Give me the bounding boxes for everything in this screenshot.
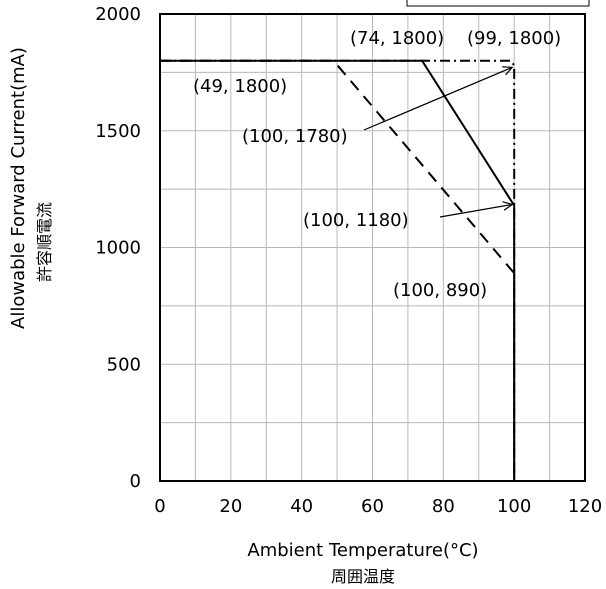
y-tick-label: 1500	[95, 121, 141, 142]
tick-labels: 0 20 40 60 80 100 120 0 500 1000 1500 2000	[95, 4, 602, 517]
annotation-label: (100, 1180)	[303, 210, 409, 231]
arrow-head	[502, 201, 514, 211]
y-axis-label-sub: 許容順電流	[35, 202, 54, 282]
x-axis-label-sub: 周囲温度	[331, 567, 395, 586]
annotation-label: (100, 1780)	[242, 126, 348, 147]
x-tick-label: 60	[361, 496, 384, 517]
y-tick-label: 1000	[95, 238, 141, 259]
y-tick-label: 500	[107, 354, 141, 375]
plot-frame	[159, 13, 586, 482]
arrow-line	[439, 203, 513, 218]
annotation-label: (99, 1800)	[467, 28, 561, 49]
y-tick-label: 0	[130, 471, 141, 492]
arrow-head	[502, 66, 514, 76]
x-tick-label: 40	[290, 496, 313, 517]
x-tick-label: 0	[154, 496, 165, 517]
annotation-label: (100, 890)	[393, 280, 487, 301]
annotation-arrows	[363, 66, 514, 218]
y-tick-label: 2000	[95, 4, 141, 25]
legend-box	[406, 0, 590, 7]
series-line-dash-dot	[160, 59, 516, 481]
y-axis-label: Allowable Forward Current(mA)	[8, 47, 29, 329]
series-group	[160, 59, 516, 481]
annotation-label: (74, 1800)	[350, 28, 444, 49]
x-tick-label: 120	[568, 496, 602, 517]
x-tick-label: 100	[497, 496, 531, 517]
annotations: (74, 1800) (99, 1800) (49, 1800) (100, 1780…	[193, 28, 561, 301]
x-axis-label: Ambient Temperature(°C)	[247, 540, 478, 561]
x-tick-label: 20	[219, 496, 242, 517]
x-tick-label: 80	[432, 496, 455, 517]
annotation-label: (49, 1800)	[193, 76, 287, 97]
arrow-line	[363, 66, 513, 131]
